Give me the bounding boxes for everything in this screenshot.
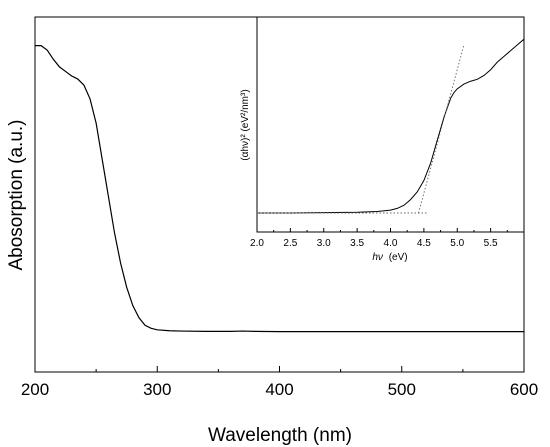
main-x-tick-label: 600: [510, 380, 538, 399]
inset-tangent-fit: [418, 44, 465, 214]
inset-x-tick-labels: 2.0 2.5 3.0 3.5 4.0 4.5 5.0 5.5: [250, 238, 498, 249]
inset-x-ticks: [256, 228, 508, 232]
main-x-ticks: [34, 366, 525, 372]
inset-x-tick-label: 2.5: [283, 238, 297, 249]
inset-x-tick-label: 3.0: [317, 238, 331, 249]
inset-x-axis-unit: (eV): [389, 252, 408, 263]
inset-x-tick-label: 5.5: [484, 238, 498, 249]
inset-plot-frame: [256, 16, 525, 233]
inset-x-tick-label: 5.0: [450, 238, 464, 249]
inset-x-tick-label: 2.0: [250, 238, 264, 249]
main-x-tick-labels: 200 300 400 500 600: [21, 380, 538, 399]
inset-x-axis-symbol: hν: [372, 252, 383, 263]
inset-x-axis-label: hν (eV): [372, 252, 407, 263]
main-y-axis-label: Abosorption (a.u.): [6, 119, 27, 270]
main-x-axis-label: Wavelength (nm): [208, 425, 352, 446]
inset-y-axis-label: (αhν)² (eV²/nm³): [240, 89, 251, 160]
inset-x-tick-label: 4.5: [417, 238, 431, 249]
main-x-tick-label: 500: [388, 380, 416, 399]
main-x-tick-label: 300: [143, 380, 171, 399]
main-x-tick-label: 400: [265, 380, 293, 399]
inset-x-tick-label: 4.0: [384, 238, 398, 249]
main-series-line: [35, 45, 524, 333]
main-x-tick-label: 200: [21, 380, 49, 399]
inset-x-tick-label: 3.5: [350, 238, 364, 249]
